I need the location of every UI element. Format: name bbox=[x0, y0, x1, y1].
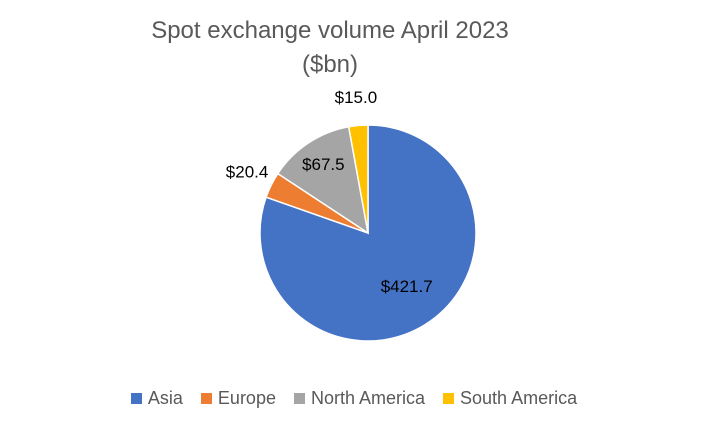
legend-label: Europe bbox=[217, 388, 276, 408]
data-label: $67.5 bbox=[302, 155, 345, 174]
legend: Asia Europe North America South America bbox=[0, 388, 708, 409]
data-label: $15.0 bbox=[335, 88, 378, 107]
data-label: $421.7 bbox=[381, 277, 433, 296]
legend-label: North America bbox=[310, 388, 426, 408]
legend-swatch bbox=[293, 393, 305, 404]
chart-title: Spot exchange volume April 2023 ($bn) bbox=[151, 17, 509, 78]
legend-swatch bbox=[443, 393, 455, 404]
data-label: $20.4 bbox=[226, 162, 269, 181]
legend-label: Asia bbox=[147, 388, 183, 408]
pie-slice bbox=[347, 124, 369, 234]
legend-item: Asia bbox=[130, 388, 183, 409]
legend-item: Europe bbox=[200, 388, 276, 409]
pie-slice bbox=[276, 125, 370, 235]
legend-item: South America bbox=[443, 388, 577, 409]
legend-swatch bbox=[200, 393, 212, 404]
legend-label: South America bbox=[460, 388, 578, 408]
legend-item: North America bbox=[293, 388, 426, 409]
legend-swatch bbox=[130, 393, 142, 404]
